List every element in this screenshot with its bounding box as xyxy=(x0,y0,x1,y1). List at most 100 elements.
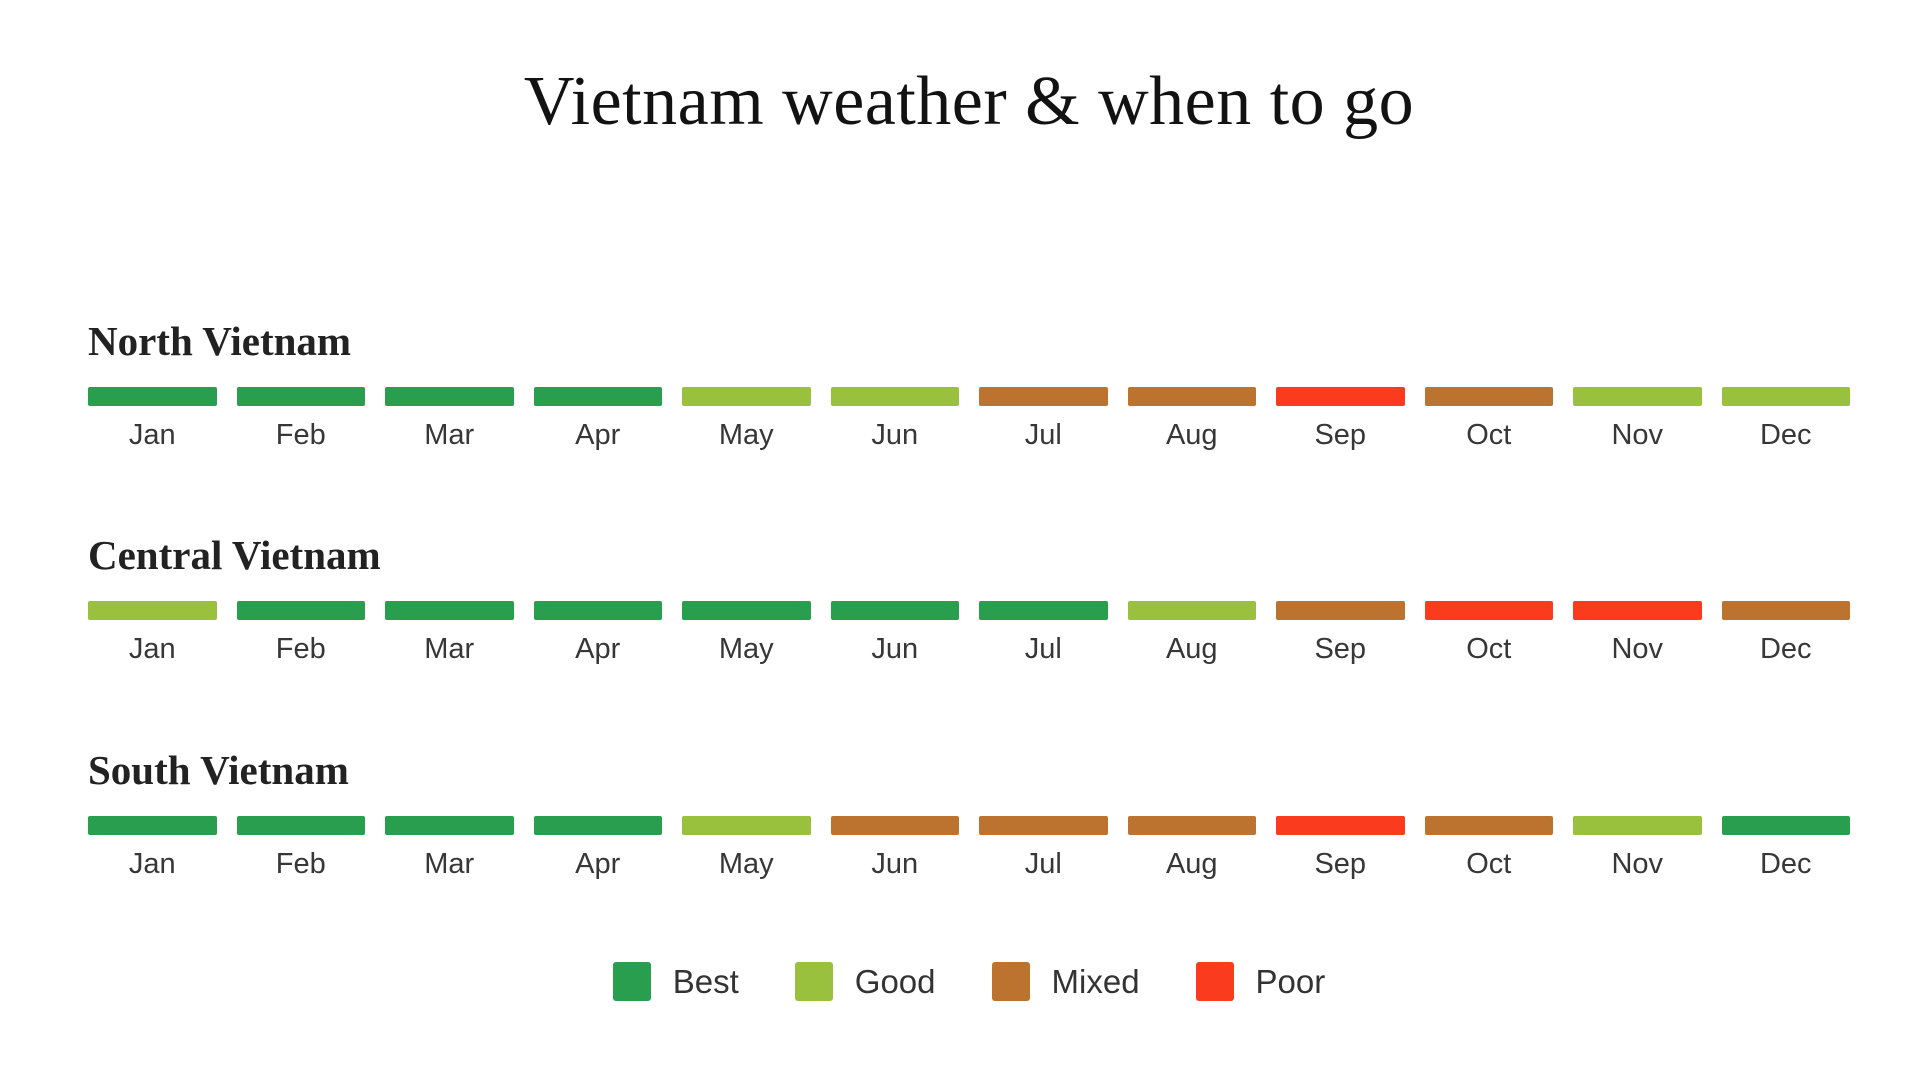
region-section: South Vietnam Jan Feb Mar Apr May Jun Ju… xyxy=(88,747,1850,884)
month-cell: Feb xyxy=(236,816,365,884)
month-rating-bar xyxy=(1573,601,1702,621)
month-rating-bar xyxy=(682,601,811,621)
month-cell: May xyxy=(682,816,811,884)
month-rating-bar xyxy=(533,386,662,406)
month-rating-bar xyxy=(1424,816,1553,836)
month-rating-bar xyxy=(236,816,365,836)
regions-container: North Vietnam Jan Feb Mar Apr May Jun Ju… xyxy=(88,318,1850,884)
month-label: Jun xyxy=(871,848,919,881)
month-rating-bar xyxy=(533,601,662,621)
month-cell: Mar xyxy=(385,601,514,669)
legend-item: Best xyxy=(612,962,739,1002)
month-rating-bar xyxy=(830,601,959,621)
month-cell: Jun xyxy=(830,601,959,669)
month-cell: Dec xyxy=(1721,816,1850,884)
month-label: Sep xyxy=(1314,418,1367,451)
month-label: Apr xyxy=(575,633,621,666)
month-label: Feb xyxy=(275,418,326,451)
month-cell: Mar xyxy=(385,816,514,884)
month-rating-bar xyxy=(979,601,1108,621)
month-rating-bar xyxy=(830,816,959,836)
month-cell: Jul xyxy=(979,601,1108,669)
month-cell: Aug xyxy=(1127,601,1256,669)
month-cell: May xyxy=(682,601,811,669)
month-label: Nov xyxy=(1611,418,1664,451)
month-rating-bar xyxy=(682,816,811,836)
region-section: Central Vietnam Jan Feb Mar Apr May Jun … xyxy=(88,532,1850,669)
month-cell: Aug xyxy=(1127,386,1256,455)
month-rating-bar xyxy=(1276,386,1405,406)
month-label: Nov xyxy=(1611,633,1664,666)
month-rating-bar xyxy=(830,386,959,406)
month-cell: Jan xyxy=(88,386,217,455)
month-rating-bar xyxy=(385,601,514,621)
month-label: Mar xyxy=(424,848,475,881)
month-label: Jun xyxy=(871,633,919,666)
month-rating-bar xyxy=(1127,816,1256,836)
month-label: Oct xyxy=(1466,848,1512,881)
month-rating-bar xyxy=(1424,601,1553,621)
month-cell: Mar xyxy=(385,386,514,455)
month-label: Feb xyxy=(275,848,326,881)
month-rating-bar xyxy=(682,386,811,406)
months-row: Jan Feb Mar Apr May Jun Jul Aug Sep Oct xyxy=(88,386,1850,455)
month-cell: Sep xyxy=(1276,816,1405,884)
month-cell: Jun xyxy=(830,816,959,884)
month-label: Jan xyxy=(128,633,176,666)
month-cell: Jul xyxy=(979,386,1108,455)
legend-item: Poor xyxy=(1195,962,1325,1002)
month-label: Feb xyxy=(275,633,326,666)
month-cell: Jan xyxy=(88,601,217,669)
months-row: Jan Feb Mar Apr May Jun Jul Aug Sep Oct xyxy=(88,816,1850,884)
legend: Best Good Mixed Poor xyxy=(88,962,1850,1002)
month-rating-bar xyxy=(88,386,217,406)
region-heading: North Vietnam xyxy=(88,317,352,364)
month-cell: Aug xyxy=(1127,816,1256,884)
month-rating-bar xyxy=(385,386,514,406)
month-label: Sep xyxy=(1314,848,1367,881)
month-cell: Jul xyxy=(979,816,1108,884)
month-rating-bar xyxy=(236,386,365,406)
month-cell: Nov xyxy=(1573,601,1702,669)
month-rating-bar xyxy=(979,816,1108,836)
month-cell: Jun xyxy=(830,386,959,455)
month-label: Jan xyxy=(128,418,176,451)
month-cell: Dec xyxy=(1721,601,1850,669)
month-cell: Nov xyxy=(1573,816,1702,884)
month-label: Aug xyxy=(1165,633,1218,666)
legend-label: Good xyxy=(854,962,936,1000)
legend-swatch xyxy=(1195,962,1234,1002)
month-label: Dec xyxy=(1759,418,1812,451)
month-rating-bar xyxy=(1424,386,1553,406)
month-label: Nov xyxy=(1611,848,1664,881)
month-rating-bar xyxy=(1721,816,1850,836)
month-label: Aug xyxy=(1165,848,1218,881)
month-cell: Sep xyxy=(1276,386,1405,455)
month-cell: Oct xyxy=(1424,386,1553,455)
month-label: Jan xyxy=(128,848,176,881)
month-label: Dec xyxy=(1759,848,1812,881)
month-cell: Oct xyxy=(1424,601,1553,669)
region-heading: South Vietnam xyxy=(88,747,349,794)
month-label: Jul xyxy=(1024,633,1062,666)
month-label: Apr xyxy=(575,418,621,451)
month-cell: Feb xyxy=(236,601,365,669)
month-label: Mar xyxy=(424,633,475,666)
month-rating-bar xyxy=(1721,601,1850,621)
legend-label: Mixed xyxy=(1051,962,1140,1000)
month-rating-bar xyxy=(385,816,514,836)
page-title: Vietnam weather & when to go xyxy=(523,63,1415,140)
month-cell: Sep xyxy=(1276,601,1405,669)
month-label: Sep xyxy=(1314,633,1367,666)
region-section: North Vietnam Jan Feb Mar Apr May Jun Ju… xyxy=(88,318,1850,455)
month-rating-bar xyxy=(1573,386,1702,406)
month-label: Dec xyxy=(1759,633,1812,666)
month-label: May xyxy=(718,418,774,451)
month-cell: Jan xyxy=(88,816,217,884)
legend-item: Good xyxy=(794,962,936,1002)
month-rating-bar xyxy=(1721,386,1850,406)
month-label: Jul xyxy=(1024,418,1062,451)
month-label: Mar xyxy=(424,418,475,451)
month-cell: Apr xyxy=(533,816,662,884)
